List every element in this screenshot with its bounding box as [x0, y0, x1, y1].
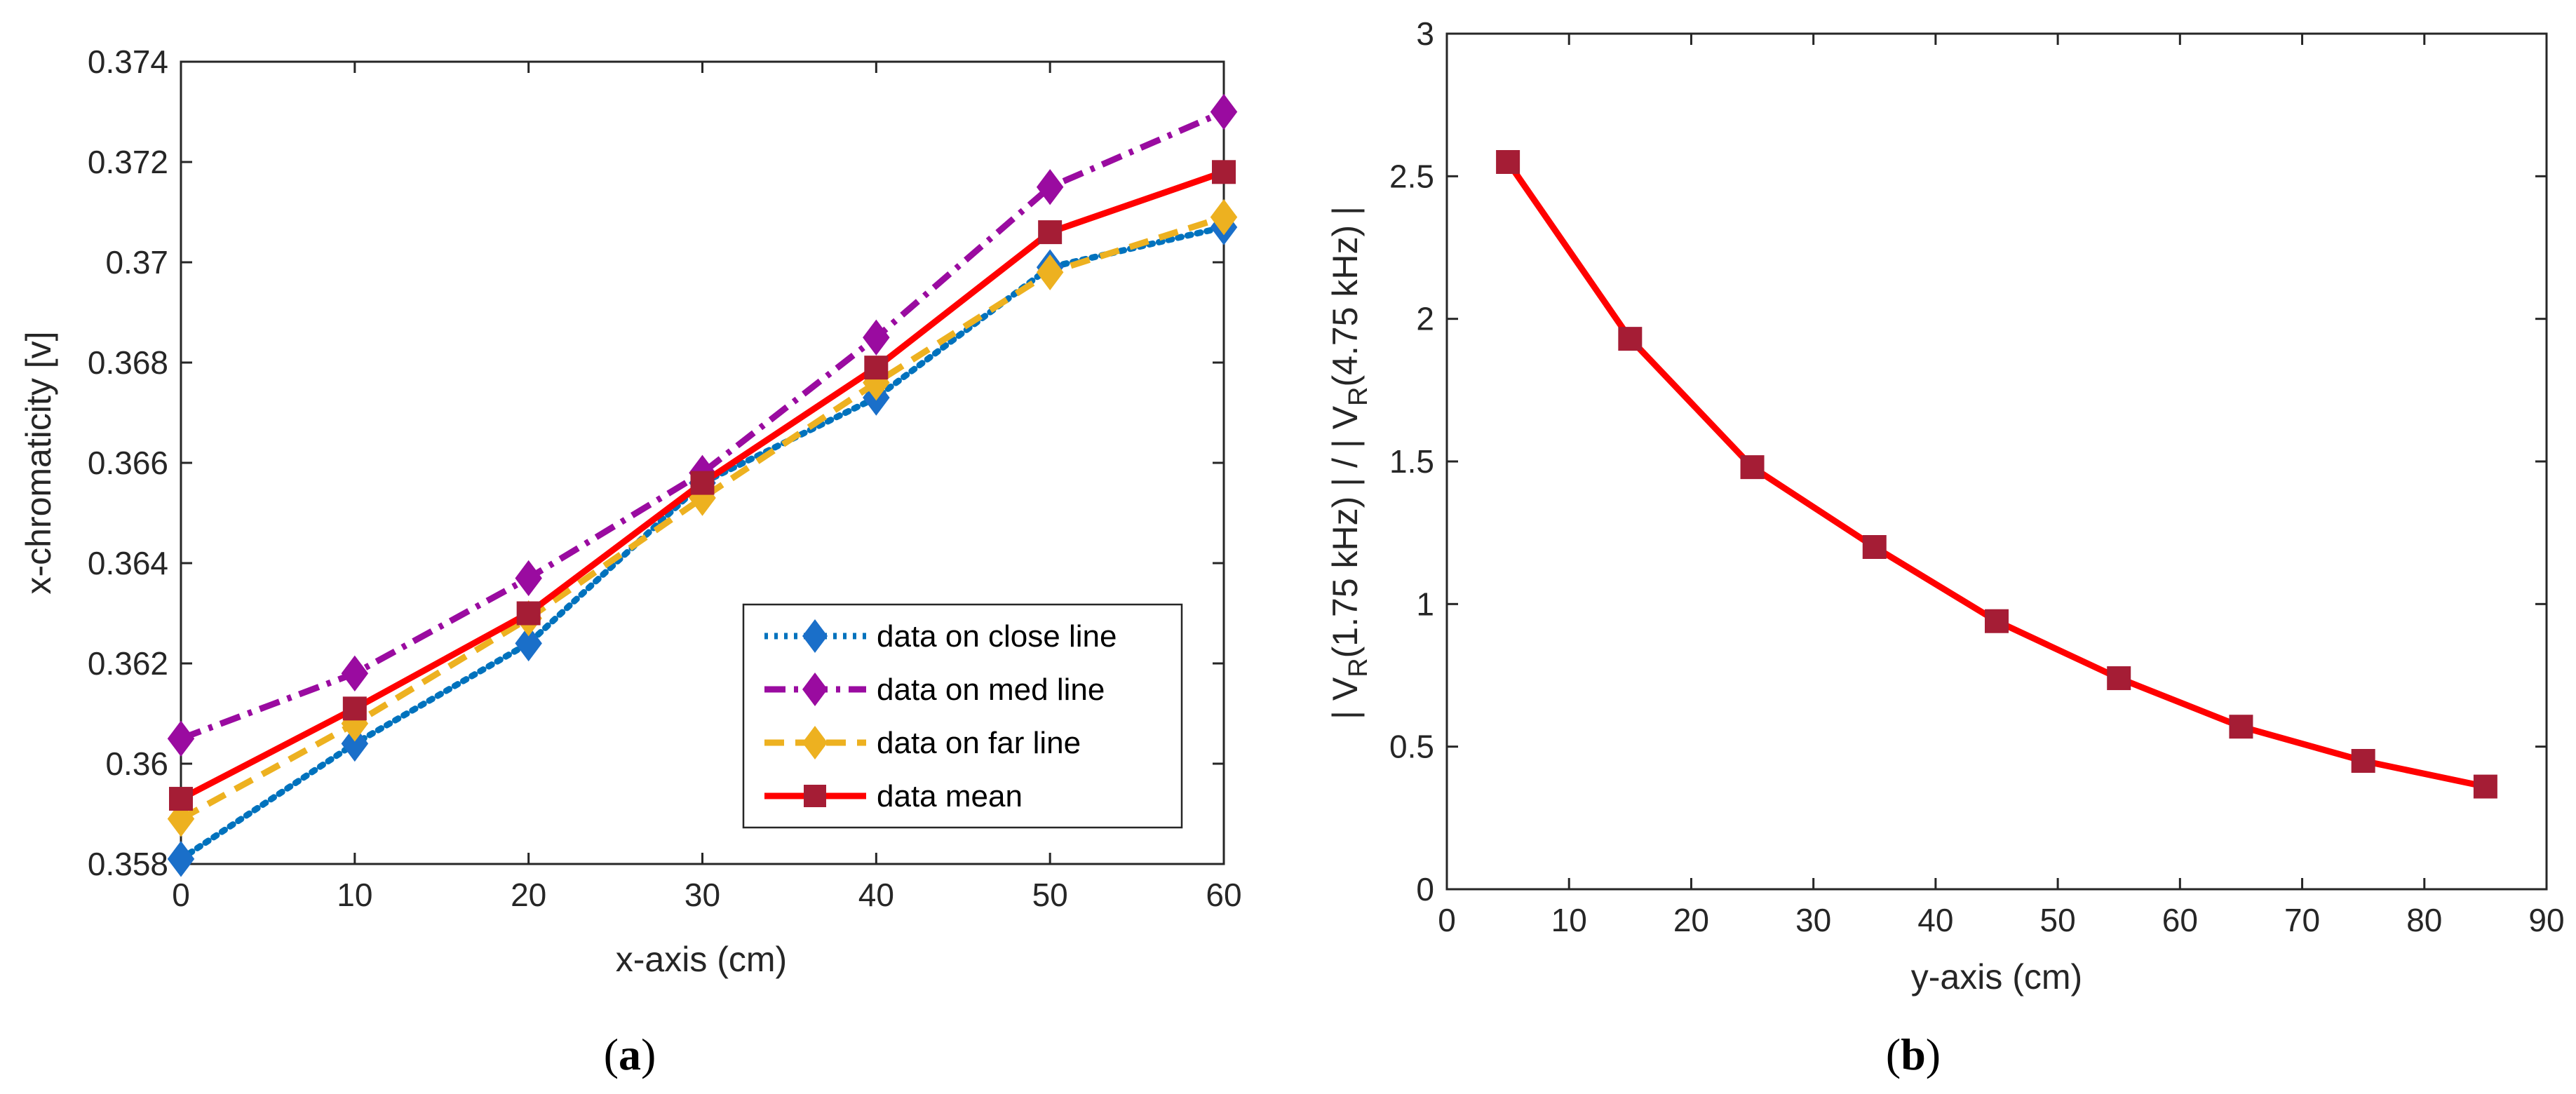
x-tick-label: 80: [2406, 902, 2442, 938]
data-point: [1212, 160, 1236, 184]
data-point: [1210, 93, 1238, 130]
chart-a-y-ticks: 0.358 0.36 0.362 0.364 0.366 0.368 0.37 0.372 0.…: [88, 43, 1224, 882]
y-tick-label: 0.374: [88, 43, 168, 80]
y-tick-label: 2: [1416, 301, 1434, 337]
chart-b-y-ticks: 0 0.5 1 1.5 2 2.5 3: [1389, 15, 2547, 907]
chart-a-legend: data on close line data on med line data o…: [742, 603, 1183, 829]
x-tick-label: 20: [511, 877, 546, 913]
y-tick-label: 0.36: [105, 745, 168, 782]
data-point: [1862, 535, 1887, 559]
chart-b-series: [1496, 150, 2497, 799]
legend-label: data on close line: [877, 619, 1117, 654]
data-point: [1036, 254, 1064, 290]
chart-a-series: [167, 93, 1238, 877]
data-point: [2107, 666, 2131, 691]
data-point: [341, 725, 369, 762]
legend-label: data on far line: [877, 726, 1081, 760]
x-tick-label: 10: [1551, 902, 1587, 938]
y-tick-label: 0.372: [88, 144, 168, 180]
chart-b-y-label: | VR(1.75 kHz) | / | VR(4.75 kHz) |: [1326, 206, 1373, 720]
y-tick-label: 0.364: [88, 545, 168, 581]
legend-marker: [804, 785, 826, 807]
data-point: [2351, 749, 2375, 773]
data-point: [863, 319, 890, 356]
y-tick-label: 0.37: [105, 244, 168, 281]
y-tick-label: 1.5: [1389, 443, 1434, 480]
data-point: [690, 471, 715, 495]
legend-label: data on med line: [877, 673, 1105, 707]
x-tick-label: 90: [2528, 902, 2564, 938]
y-tick-label: 2.5: [1389, 158, 1434, 194]
data-point: [515, 560, 542, 597]
data-point: [1038, 220, 1063, 245]
chart-b-panel-label: (b): [1886, 1029, 1941, 1079]
data-point: [516, 601, 541, 626]
y-tick-label: 0.368: [88, 344, 168, 381]
chart-b-x-ticks: 0 10 20 30 40 50 60 70 80 90: [1438, 34, 2565, 938]
data-point: [864, 356, 889, 380]
x-tick-label: 70: [2284, 902, 2320, 938]
x-tick-label: 10: [337, 877, 372, 913]
data-point: [1496, 150, 1520, 174]
x-tick-label: 30: [1795, 902, 1831, 938]
x-tick-label: 0: [172, 877, 190, 913]
x-tick-label: 50: [2040, 902, 2076, 938]
data-point: [515, 625, 542, 662]
data-point: [2473, 774, 2497, 799]
chart-a-x-ticks: 0 10 20 30 40 50 60: [172, 62, 1242, 913]
legend-marker: [802, 726, 828, 759]
data-point: [167, 841, 195, 877]
x-tick-label: 40: [1917, 902, 1953, 938]
data-point: [341, 655, 369, 691]
data-point: [1210, 198, 1238, 236]
chart-a-y-label: x-chromaticity [v]: [19, 331, 58, 594]
x-tick-label: 30: [685, 877, 720, 913]
data-point: [342, 696, 367, 721]
x-tick-label: 0: [1438, 902, 1456, 938]
y-tick-label: 0.358: [88, 846, 168, 882]
legend-label: data mean: [877, 779, 1023, 813]
legend-marker: [802, 673, 828, 706]
y-tick-label: 0.362: [88, 645, 168, 682]
data-point: [169, 787, 193, 811]
y-tick-label: 0.5: [1389, 729, 1434, 765]
data-point: [167, 720, 195, 757]
chart-b: 0 10 20 30 40 50 60 70 80 90 0 0.5 1 1.5 2 2.5 3 y-axis…: [1326, 15, 2565, 1079]
chart-b-plot-area: [1445, 32, 2548, 891]
x-tick-label: 60: [1206, 877, 1241, 913]
legend-marker: [802, 619, 828, 653]
x-tick-label: 20: [1673, 902, 1709, 938]
x-tick-label: 50: [1032, 877, 1068, 913]
chart-a-panel-label: (a): [604, 1029, 656, 1079]
chart-a: 0 10 20 30 40 50 60 0.3580.360.3620.3640.3660.…: [19, 43, 1242, 1079]
data-point: [1036, 169, 1064, 205]
y-tick-label: 3: [1416, 15, 1434, 52]
x-tick-label: 60: [2162, 902, 2198, 938]
y-tick-label: 0.366: [88, 445, 168, 481]
chart-b-x-label: y-axis (cm): [1911, 957, 2082, 997]
data-point: [1618, 327, 1643, 351]
y-tick-label: 0: [1416, 871, 1434, 907]
y-tick-label: 1: [1416, 586, 1434, 622]
data-point: [2229, 715, 2253, 739]
chart-a-x-label: x-axis (cm): [616, 940, 787, 979]
x-tick-label: 40: [858, 877, 894, 913]
data-point: [1985, 609, 2009, 633]
data-point: [1740, 455, 1765, 480]
